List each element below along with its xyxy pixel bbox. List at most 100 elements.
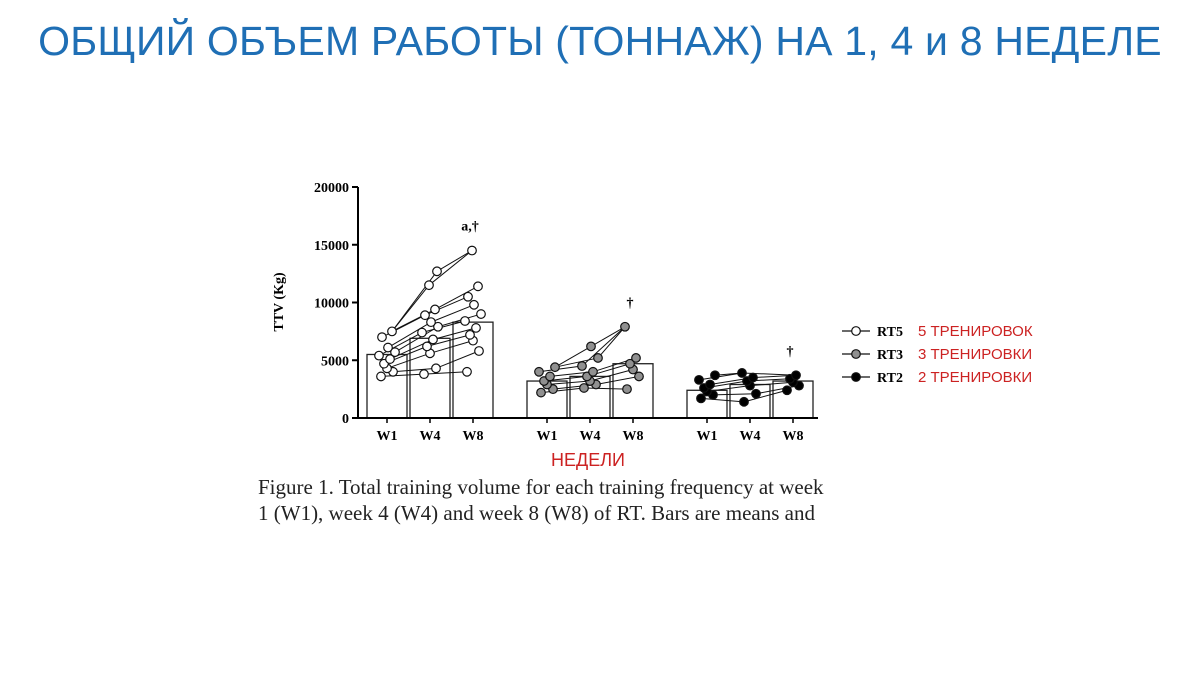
point-rt3-w8 (622, 384, 632, 395)
y-tick-label: 5000 (321, 354, 349, 369)
point-rt3-w8 (634, 371, 644, 382)
legend-note-rt5: 5 ТРЕНИРОВОК (918, 323, 1033, 340)
significance-layer: a,† † † (461, 220, 793, 360)
point-rt5-w4 (424, 280, 434, 291)
x-tick-label: W1 (697, 429, 718, 444)
connecting-line-rt5 (387, 321, 432, 348)
point-rt5-w4 (417, 327, 427, 338)
point-rt5-w1 (387, 326, 397, 337)
y-tick-label: 0 (342, 412, 349, 427)
point-rt5-w8 (462, 366, 472, 377)
point-rt3-w1 (550, 362, 560, 373)
point-rt3-w1 (545, 371, 555, 382)
connecting-line-rt5 (380, 373, 425, 377)
connecting-line-rt2 (755, 385, 800, 395)
point-rt5-w4 (430, 304, 440, 315)
legend-note-rt3: 3 ТРЕНИРОВКИ (918, 346, 1032, 363)
connecting-line-rt3 (589, 369, 634, 382)
legend: RT5 5 ТРЕНИРОВОК RT3 3 ТРЕНИРОВКИ RT2 2 ТРЕНИ… (842, 323, 1033, 386)
x-ticks-layer: W1 W4 W8 W1 W4 W8 W1 W4 W8 (377, 418, 804, 444)
connecting-line-rt2 (712, 393, 757, 396)
y-tick-label: 20000 (314, 181, 349, 196)
connecting-line-rt5 (434, 285, 479, 310)
point-rt2-w4 (737, 368, 747, 378)
x-tick-label: W8 (783, 429, 804, 444)
connecting-line-rt2 (698, 372, 743, 381)
connecting-line-rt5 (394, 326, 439, 353)
connecting-line-rt3 (546, 380, 591, 386)
point-rt5-w1 (376, 371, 386, 382)
point-rt3-w1 (534, 366, 544, 377)
point-rt5-w8 (476, 309, 486, 319)
connecting-line-rt2 (743, 389, 788, 403)
point-rt5-w1 (390, 347, 400, 358)
connecting-line-rt5 (426, 334, 471, 347)
point-rt2-w4 (751, 388, 761, 399)
y-tick-label: 10000 (314, 297, 349, 312)
y-tick-label: 15000 (314, 239, 349, 254)
connecting-line-rt5 (429, 340, 474, 354)
point-rt5-w8 (460, 316, 470, 326)
connecting-line-rt5 (428, 250, 473, 286)
point-rt5-w4 (426, 317, 436, 328)
legend-label-rt3: RT3 (877, 348, 903, 363)
connecting-line-rt3 (595, 375, 640, 385)
x-tick-label: W8 (463, 429, 484, 444)
point-rt5-w4 (433, 321, 443, 332)
point-rt5-w1 (374, 350, 384, 361)
connecting-line-rt3 (581, 326, 626, 367)
legend-marker-rt5 (851, 326, 861, 336)
x-axis-label: НЕДЕЛИ (551, 450, 625, 470)
connecting-line-rt5 (386, 352, 431, 369)
connecting-line-rt3 (583, 387, 628, 390)
significance-rt3: † (627, 296, 634, 311)
legend-marker-rt3 (851, 349, 861, 359)
connecting-line-rt3 (554, 345, 592, 368)
figure-caption: Figure 1. Total training volume for each… (258, 474, 958, 526)
legend-note-rt2: 2 ТРЕНИРОВКИ (918, 369, 1032, 386)
point-rt3-w8 (620, 321, 630, 332)
point-rt3-w4 (586, 341, 596, 352)
connecting-line-rt3 (597, 326, 626, 359)
point-rt3-w8 (631, 353, 641, 363)
connecting-line-rt5 (430, 304, 475, 323)
point-rt5-w1 (377, 332, 387, 343)
connecting-line-rt2 (749, 381, 794, 387)
y-ticks-layer: 0 5000 10000 15000 20000 (314, 181, 358, 427)
x-tick-label: W8 (623, 429, 644, 444)
point-rt5-w1 (385, 354, 395, 364)
point-rt3-w4 (593, 353, 603, 363)
point-rt2-w8 (782, 385, 792, 396)
point-rt3-w8 (625, 358, 635, 369)
significance-rt2: † (787, 344, 794, 359)
connecting-line-rt5 (392, 367, 437, 373)
slide-title: ОБЩИЙ ОБЪЕМ РАБОТЫ (ТОННАЖ) НА 1, 4 и 8 … (38, 18, 1162, 64)
legend-label-rt5: RT5 (877, 325, 903, 340)
significance-rt5: a,† (461, 220, 479, 235)
point-rt5-w4 (419, 369, 429, 380)
point-rt3-w4 (577, 361, 587, 371)
point-rt2-w8 (791, 370, 801, 381)
point-rt2-w1 (694, 374, 704, 385)
x-tick-label: W1 (537, 429, 558, 444)
point-rt5-w8 (463, 291, 473, 302)
point-rt5-w4 (428, 334, 438, 345)
connecting-line-rt5 (423, 371, 468, 375)
point-rt5-w8 (469, 299, 479, 310)
x-tick-label: W4 (420, 429, 441, 444)
x-tick-label: W1 (377, 429, 398, 444)
point-rt3-w1 (536, 387, 546, 398)
point-rt2-w1 (705, 379, 715, 390)
y-axis-label: TTV (Kg) (272, 272, 287, 332)
connecting-line-rt3 (538, 365, 583, 373)
point-rt5-w4 (432, 266, 442, 277)
point-rt5-w4 (431, 363, 441, 374)
point-rt5-w4 (422, 341, 432, 352)
connecting-line-rt5 (421, 320, 466, 334)
connecting-line-rt5 (435, 350, 480, 369)
connecting-line-rt5 (432, 327, 477, 340)
connecting-line-rt3 (590, 326, 626, 347)
connecting-line-rt3 (540, 387, 585, 394)
point-rt3-w4 (588, 366, 598, 377)
connecting-line-rt5 (437, 313, 482, 328)
